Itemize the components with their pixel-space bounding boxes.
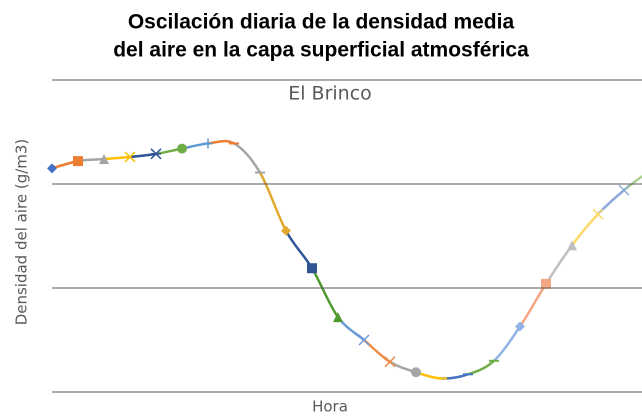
chart-title: del aire en la capa superficial atmosfér…	[113, 39, 529, 62]
marker	[515, 321, 525, 332]
marker	[281, 225, 291, 236]
marker	[177, 143, 187, 154]
line-segment	[518, 282, 548, 328]
marker	[47, 163, 57, 174]
chart-title: Oscilación diaria de la densidad media	[128, 11, 515, 34]
marker	[333, 312, 343, 323]
line-segment	[544, 244, 574, 286]
marker	[99, 154, 109, 165]
x-axis-label: Hora	[312, 398, 348, 416]
marker	[541, 278, 551, 289]
marker	[358, 334, 370, 346]
marker	[592, 208, 604, 220]
plot-area	[47, 138, 642, 380]
marker	[618, 184, 630, 196]
marker	[124, 151, 136, 163]
line-segment	[284, 229, 314, 270]
marker	[203, 138, 213, 149]
line-segment	[492, 325, 522, 363]
marker	[411, 367, 421, 378]
marker	[73, 156, 83, 167]
marker	[307, 263, 317, 274]
y-axis-label: Densidad del aire (g/m3)	[13, 139, 31, 326]
line-segment	[232, 142, 262, 174]
line-segment	[310, 266, 340, 319]
line-segment	[102, 155, 132, 161]
marker	[150, 148, 162, 160]
line-segment	[466, 359, 496, 376]
chart-subtitle: El Brinco	[288, 83, 372, 105]
marker	[567, 240, 577, 251]
line-segment	[258, 171, 288, 233]
marker	[384, 356, 396, 368]
